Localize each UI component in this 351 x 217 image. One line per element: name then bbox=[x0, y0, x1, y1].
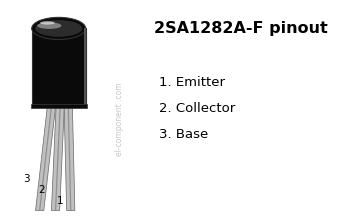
Polygon shape bbox=[55, 104, 61, 210]
Text: 3. Base: 3. Base bbox=[159, 128, 208, 141]
Text: 2: 2 bbox=[39, 185, 45, 195]
Polygon shape bbox=[51, 104, 65, 210]
Ellipse shape bbox=[35, 20, 82, 37]
Polygon shape bbox=[39, 104, 52, 210]
Text: 3: 3 bbox=[24, 174, 30, 184]
Text: 2SA1282A-F pinout: 2SA1282A-F pinout bbox=[154, 21, 328, 36]
Text: el-component .com: el-component .com bbox=[114, 82, 124, 156]
Ellipse shape bbox=[40, 21, 55, 25]
Polygon shape bbox=[64, 104, 75, 210]
Ellipse shape bbox=[32, 17, 86, 39]
Polygon shape bbox=[32, 28, 86, 104]
Text: 1: 1 bbox=[57, 196, 63, 206]
Polygon shape bbox=[68, 104, 71, 210]
Polygon shape bbox=[31, 104, 87, 108]
Text: 2. Collector: 2. Collector bbox=[159, 102, 235, 115]
Polygon shape bbox=[84, 28, 86, 104]
Text: 1. Emitter: 1. Emitter bbox=[159, 76, 225, 89]
Ellipse shape bbox=[37, 22, 61, 29]
Polygon shape bbox=[35, 104, 56, 210]
